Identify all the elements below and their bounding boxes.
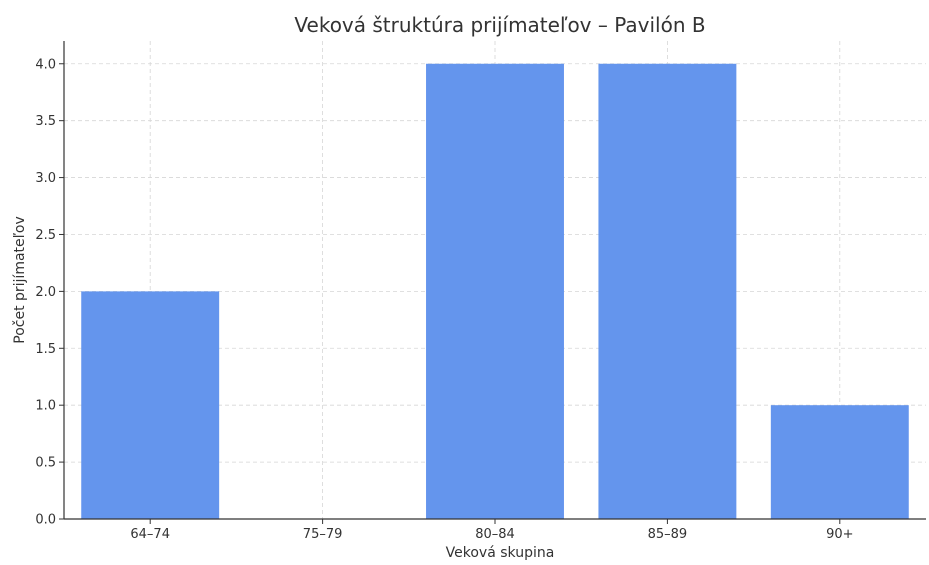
bar-85–89 [598, 63, 737, 520]
y-tick-label: 4.0 [35, 57, 56, 72]
bar-64–74 [81, 291, 220, 519]
y-tick-label: 0.5 [35, 456, 56, 471]
y-tick-label: 3.0 [35, 171, 56, 186]
x-tick-label: 90+ [826, 527, 853, 542]
x-tick-label: 64–74 [130, 527, 170, 542]
x-tick-label: 80–84 [475, 527, 515, 542]
y-tick-label: 1.0 [35, 399, 56, 414]
chart-title: Veková štruktúra prijímateľov – Pavilón … [294, 13, 705, 37]
x-tick-label: 85–89 [648, 527, 688, 542]
y-tick-label: 2.0 [35, 285, 56, 300]
bars [81, 63, 909, 520]
x-axis-label: Veková skupina [446, 545, 555, 561]
bar-90+ [770, 405, 909, 519]
x-tick-label: 75–79 [303, 527, 343, 542]
y-tick-label: 3.5 [35, 114, 56, 129]
bar-80–84 [426, 63, 564, 520]
y-axis-label: Počet prijímateľov [12, 216, 28, 344]
y-tick-label: 2.5 [35, 228, 56, 243]
axes: 0.0 0.5 1.0 1.5 2.0 2.5 3.0 3.5 4.0 64–74 75–79 80–… [35, 41, 926, 542]
y-tick-label: 0.0 [35, 513, 56, 528]
y-tick-label: 1.5 [35, 342, 56, 357]
